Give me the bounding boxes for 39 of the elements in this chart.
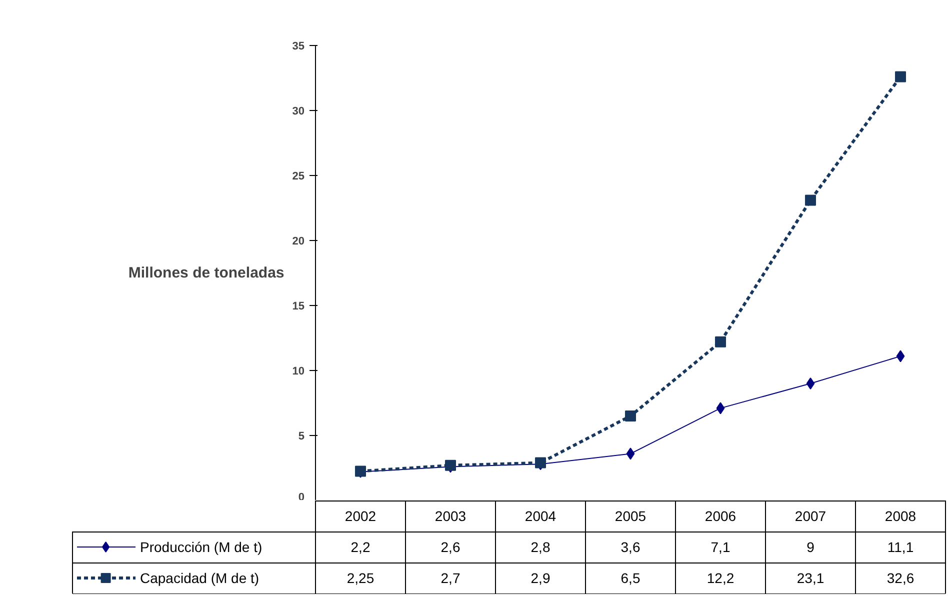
point	[626, 448, 635, 460]
data-label: 2,25	[346, 570, 374, 586]
point	[715, 336, 726, 348]
data-label: 32,6	[886, 570, 914, 586]
data-label: 2,7	[440, 570, 460, 586]
point	[716, 402, 725, 414]
data-label: 3,6	[620, 539, 640, 555]
legend-label: Producción (M de t)	[140, 539, 262, 555]
y-tick-label: 25	[292, 170, 305, 182]
data-label: 23,1	[796, 570, 824, 586]
data-label: 6,5	[620, 570, 640, 586]
y-tick-label: 30	[292, 106, 305, 118]
data-label: 12,2	[706, 570, 734, 586]
x-tick-label: 2002	[344, 508, 376, 524]
y-tick-label: 5	[298, 430, 305, 442]
data-label: 2,9	[530, 570, 550, 586]
y-axis-title: Millones de toneladas	[128, 264, 284, 282]
y-tick-label: 10	[292, 366, 305, 378]
data-label: 7,1	[710, 539, 730, 555]
data-label: 2,2	[350, 539, 370, 555]
legend-label: Capacidad (M de t)	[140, 570, 260, 586]
point	[896, 350, 905, 362]
x-tick-label: 2003	[434, 508, 466, 524]
point	[895, 71, 906, 82]
data-label: 11,1	[887, 539, 914, 555]
x-tick-label: 2007	[794, 508, 826, 524]
x-tick-label: 2008	[884, 508, 916, 524]
y-tick-label: 20	[292, 236, 305, 248]
y-tick-label: 35	[292, 40, 305, 52]
x-tick-label: 2004	[524, 508, 556, 524]
point	[806, 378, 815, 390]
data-label: 9	[806, 539, 815, 555]
y-tick-label: 15	[292, 300, 305, 312]
point	[805, 194, 816, 206]
point	[625, 410, 636, 422]
x-tick-label: 2006	[704, 508, 736, 524]
data-label: 2,6	[440, 539, 460, 555]
x-tick-label: 2005	[614, 508, 646, 524]
data-label: 2,8	[530, 539, 550, 555]
